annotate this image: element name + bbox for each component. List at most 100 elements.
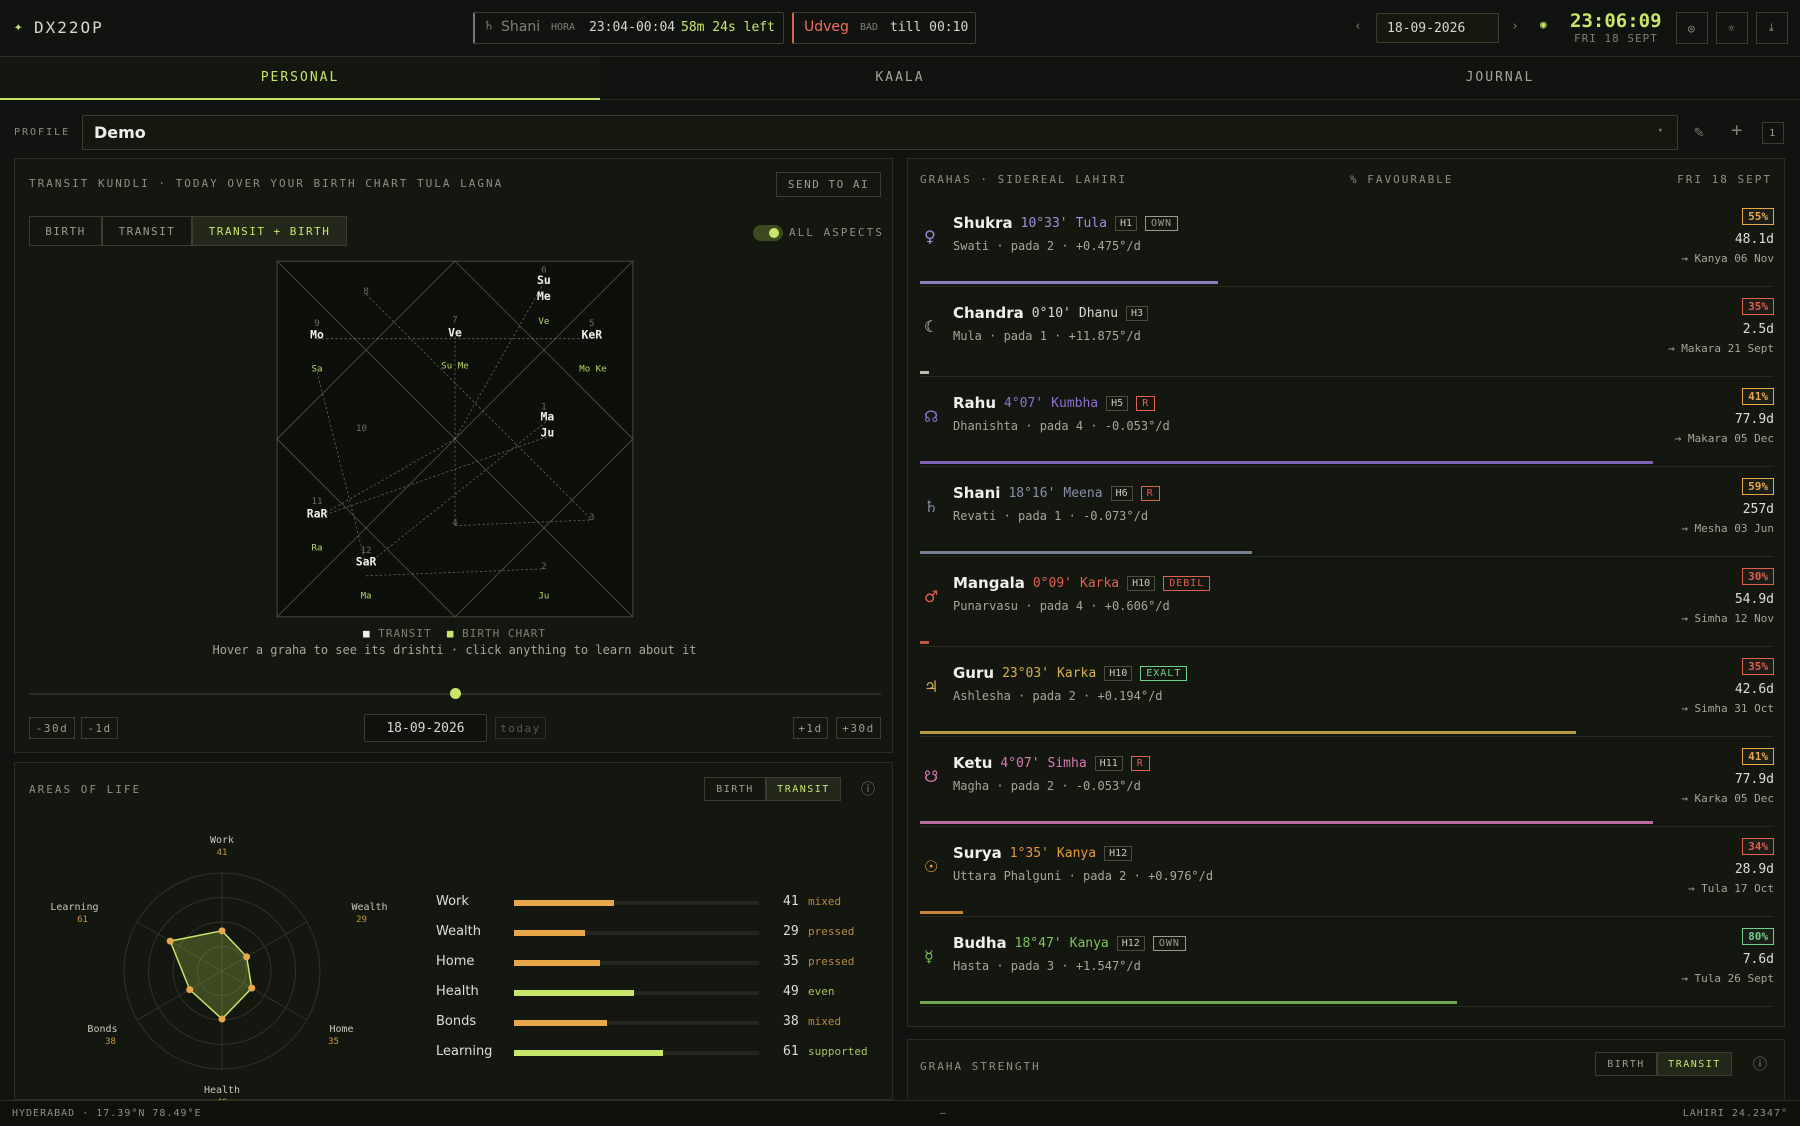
slider-knob[interactable] — [450, 688, 461, 699]
today-button[interactable]: today — [495, 717, 546, 739]
aspect-toggle[interactable] — [753, 225, 783, 241]
birth-graha[interactable]: Mo Ke — [579, 365, 606, 375]
graha-row[interactable]: ☉ Surya 1°35' Kanya H12 Uttara Phalguni · pad… — [920, 827, 1774, 917]
area-value: 29 — [783, 924, 799, 939]
favourable-pct: 34% — [1742, 838, 1774, 855]
graha-duration: 42.6d — [1734, 682, 1774, 697]
aspect-line — [365, 420, 548, 566]
tab[interactable]: JOURNAL — [1465, 70, 1535, 85]
graha-row[interactable]: ♀ Shukra 10°33' Tula H1 OWN Swati · pada 2 · +… — [920, 197, 1774, 287]
control[interactable]: -1d — [81, 717, 118, 739]
transit-graha[interactable]: Ve — [448, 325, 462, 339]
info-icon[interactable]: ⓘ — [1753, 1057, 1767, 1073]
graha-symbol: ♀ — [924, 227, 936, 246]
graha-next: → Makara 05 Dec — [1674, 432, 1774, 445]
graha-degree: 10°33' — [1020, 215, 1068, 231]
radar-area — [169, 930, 253, 1021]
graha-row[interactable]: ☊ Rahu 4°07' Kumbha H5 R Dhanishta · pada 4 · … — [920, 377, 1774, 467]
favourable-pct: 41% — [1742, 388, 1774, 405]
send-ai[interactable]: SEND TO AI — [776, 172, 881, 197]
radar-value: 61 — [77, 915, 88, 925]
area-name: Wealth — [436, 924, 482, 939]
graha-row[interactable]: ☿ Budha 18°47' Kanya H12 OWN Hasta · pada 3 · … — [920, 917, 1774, 1007]
date-field[interactable]: 18-09-2026 — [364, 714, 487, 742]
radar-label: Work — [210, 835, 234, 846]
sign-progress — [920, 821, 1653, 824]
area-bar — [514, 1050, 664, 1056]
hora-box[interactable]: ♄ Shani HORA 23:04-00:04 58m 24s left — [473, 12, 784, 44]
graha-row[interactable]: ♂ Mangala 0°09' Karka H10 DEBIL Punarvasu · pa… — [920, 557, 1774, 647]
control[interactable]: +30d — [836, 717, 881, 739]
favourable-pct: 35% — [1742, 298, 1774, 315]
mode-tab[interactable]: TRANSIT + BIRTH — [192, 216, 347, 246]
mode-tab[interactable]: BIRTH — [29, 216, 102, 246]
birth-graha[interactable]: Su Me — [441, 361, 468, 371]
mode-birth[interactable]: BIRTH — [1595, 1052, 1657, 1076]
graha-row[interactable]: ☋ Ketu 4°07' Simha H11 R Magha · pada 2 · -0.0… — [920, 737, 1774, 827]
birth-graha[interactable]: Ra — [312, 544, 323, 554]
graha-sign: Kanya — [1069, 935, 1109, 951]
area-tone: even — [808, 985, 835, 998]
graha-degree: 0°10' — [1031, 305, 1071, 321]
transit-graha[interactable]: SaR — [356, 555, 377, 569]
graha-row[interactable]: ♃ Guru 23°03' Karka H10 EXALT Ashlesha · pada … — [920, 647, 1774, 737]
graha-degree: 1°35' — [1009, 845, 1049, 861]
graha-duration: 77.9d — [1734, 772, 1774, 787]
mode-transit[interactable]: TRANSIT — [1657, 1052, 1732, 1076]
control[interactable]: +1d — [793, 717, 828, 739]
mode-transit[interactable]: TRANSIT — [766, 777, 841, 801]
edit-button[interactable]: ✎ — [1694, 122, 1704, 141]
clock-date: FRI 18 SEPT — [1574, 32, 1658, 45]
graha-symbol: ☉ — [924, 857, 939, 876]
favourable-pct: 35% — [1742, 658, 1774, 675]
favourable-pct: 59% — [1742, 478, 1774, 495]
transit-graha[interactable]: Mo — [310, 328, 324, 342]
graha-tag: R — [1130, 755, 1150, 771]
birth-graha[interactable]: Ju — [538, 592, 549, 602]
birth-graha[interactable]: Sa — [312, 365, 323, 375]
prev-date[interactable]: ‹ — [1354, 19, 1362, 34]
profile-select[interactable]: Demo ▾ — [82, 115, 1678, 150]
footer-center: — — [940, 1108, 948, 1119]
transit-graha[interactable]: KeR — [582, 328, 603, 342]
info-icon[interactable]: ⓘ — [861, 782, 875, 798]
graha-row[interactable]: ♄ Shani 18°16' Meena H6 R Revati · pada 1 · -0… — [920, 467, 1774, 557]
choghadiya-box[interactable]: Udveg BAD till 00:10 — [792, 12, 976, 44]
date-input[interactable]: 18-09-2026 — [1376, 13, 1499, 43]
control[interactable]: -30d — [29, 717, 75, 739]
tab[interactable]: KAALA — [875, 70, 925, 85]
download-button[interactable]: ⤓ — [1756, 12, 1788, 44]
birth-graha[interactable]: Ve — [538, 317, 549, 327]
graha-symbol: ♃ — [924, 677, 939, 696]
choghadiya-label: BAD — [860, 22, 879, 33]
area-track — [514, 931, 759, 935]
next-date[interactable]: › — [1511, 19, 1519, 34]
mode-birth[interactable]: BIRTH — [704, 777, 766, 801]
graha-next: → Simha 31 Oct — [1681, 702, 1774, 715]
transit-graha[interactable]: Me — [537, 289, 551, 303]
chart-diamond — [276, 260, 634, 618]
transit-graha[interactable]: RaR — [307, 507, 328, 521]
transit-graha[interactable]: Ju — [540, 426, 554, 440]
view-button[interactable]: ◎ — [1676, 12, 1708, 44]
birth-graha[interactable]: Ma — [361, 592, 372, 602]
transit-graha[interactable]: Ma — [540, 410, 554, 424]
graha-line: Ketu 4°07' Simha H11 R — [953, 754, 1150, 772]
theme-button[interactable]: ☼ — [1716, 12, 1748, 44]
mode-tab[interactable]: TRANSIT — [102, 216, 192, 246]
add-button[interactable]: + — [1731, 119, 1743, 141]
graha-row[interactable]: ☾ Chandra 0°10' Dhanu H3 Mula · pada 1 · +11.… — [920, 287, 1774, 377]
graha-name: Ketu — [953, 754, 993, 772]
radar-value: 29 — [356, 915, 367, 925]
tab[interactable]: PERSONAL — [0, 57, 600, 100]
graha-name: Mangala — [953, 574, 1025, 592]
profile-name: Demo — [94, 123, 146, 142]
graha-detail: Dhanishta · pada 4 · -0.053°/d — [953, 419, 1170, 433]
graha-tag: OWN — [1152, 935, 1186, 951]
profile-count[interactable]: 1 — [1762, 122, 1784, 144]
transit-graha[interactable]: Su — [537, 273, 551, 287]
area-value: 61 — [783, 1044, 799, 1059]
